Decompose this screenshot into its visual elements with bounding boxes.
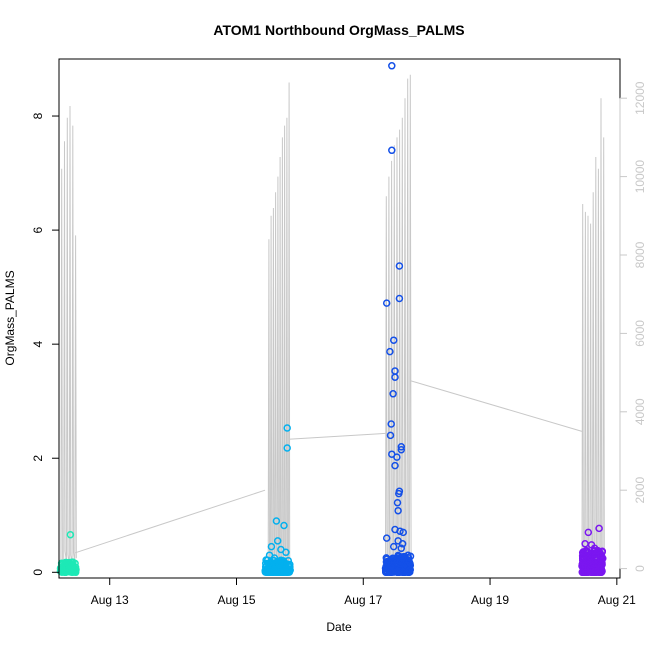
data-point [596, 554, 605, 563]
y-tick-label: 2 [31, 455, 45, 462]
data-point [283, 424, 291, 432]
data-point [282, 548, 290, 557]
data-point [263, 568, 271, 576]
data-point [66, 530, 75, 539]
series-2 [261, 424, 294, 577]
y-axis-label: OrgMass_PALMS [3, 270, 17, 365]
data-point [273, 537, 282, 545]
data-point [405, 567, 413, 575]
x-tick-label: Aug 15 [217, 593, 255, 607]
data-point [71, 565, 79, 574]
altitude-flight-4 [581, 98, 605, 567]
data-point [399, 528, 407, 537]
chart-title: ATOM1 Northbound OrgMass_PALMS [213, 22, 464, 38]
x-tick-label: Aug 21 [598, 593, 636, 607]
data-point [63, 563, 71, 572]
y-axis-left: 0 2 4 6 8 [31, 112, 60, 576]
data-point [389, 390, 397, 398]
data-point [586, 564, 595, 572]
data-point [587, 561, 595, 569]
y-tick-label: 8 [31, 112, 45, 119]
y2-tick-label: 12000 [633, 81, 647, 115]
data-point [391, 461, 399, 470]
data-point [276, 558, 284, 567]
data-point [397, 544, 406, 553]
data-point [579, 548, 587, 556]
data-point [280, 568, 288, 576]
data-point [389, 568, 397, 576]
x-axis-label: Date [326, 620, 352, 634]
data-point [384, 558, 393, 567]
data-point [388, 62, 396, 70]
x-tick-label: Aug 17 [344, 593, 382, 607]
y2-tick-label: 0 [633, 565, 647, 572]
altitude-transit-1 [74, 489, 266, 554]
y-tick-label: 4 [31, 341, 45, 348]
data-point [394, 506, 402, 515]
data-point [396, 565, 404, 573]
data-point [386, 568, 395, 576]
data-point [582, 568, 590, 577]
data-point [393, 559, 401, 567]
data-point [382, 299, 391, 307]
series-1 [56, 530, 80, 577]
x-tick-label: Aug 13 [91, 593, 129, 607]
data-point [387, 420, 395, 428]
y2-tick-label: 2000 [633, 477, 647, 504]
data-point [584, 528, 593, 537]
y2-tick-label: 10000 [633, 160, 647, 194]
data-point [397, 443, 406, 451]
y-tick-label: 0 [31, 569, 45, 576]
x-axis: Aug 13 Aug 15 Aug 17 Aug 19 Aug 21 [91, 577, 636, 607]
data-point [595, 567, 604, 575]
data-point [597, 551, 606, 559]
data-point [393, 498, 402, 507]
data-point [398, 554, 406, 562]
data-point [398, 540, 407, 548]
y2-tick-label: 8000 [633, 241, 647, 268]
data-point [382, 534, 391, 542]
points-layer [56, 62, 607, 577]
y2-tick-label: 6000 [633, 320, 647, 347]
data-point [272, 517, 281, 525]
data-point [395, 489, 403, 498]
data-point [261, 566, 269, 575]
x-tick-label: Aug 19 [471, 593, 509, 607]
data-point [595, 524, 603, 533]
data-point [397, 445, 406, 454]
y2-tick-label: 4000 [633, 398, 647, 425]
data-point [280, 521, 288, 530]
data-point [388, 146, 396, 155]
y-tick-label: 6 [31, 226, 45, 233]
data-point [389, 542, 398, 551]
y-axis-right: 0 2000 4000 6000 8000 10000 12000 [619, 81, 647, 572]
series-4 [578, 524, 607, 577]
data-point [389, 336, 398, 344]
data-point [264, 559, 273, 568]
altitude-transit-2 [288, 432, 386, 440]
data-point [578, 563, 587, 571]
data-point [395, 294, 404, 303]
data-point [283, 444, 291, 452]
data-point [267, 542, 276, 551]
data-point [270, 567, 278, 575]
series-3 [381, 62, 415, 577]
data-point [393, 453, 401, 461]
data-point [391, 373, 399, 381]
data-point [270, 554, 279, 562]
data-point [395, 262, 404, 270]
data-point [386, 431, 395, 440]
data-point [386, 347, 394, 356]
data-point [594, 546, 602, 555]
altitude-transit-3 [409, 379, 583, 432]
